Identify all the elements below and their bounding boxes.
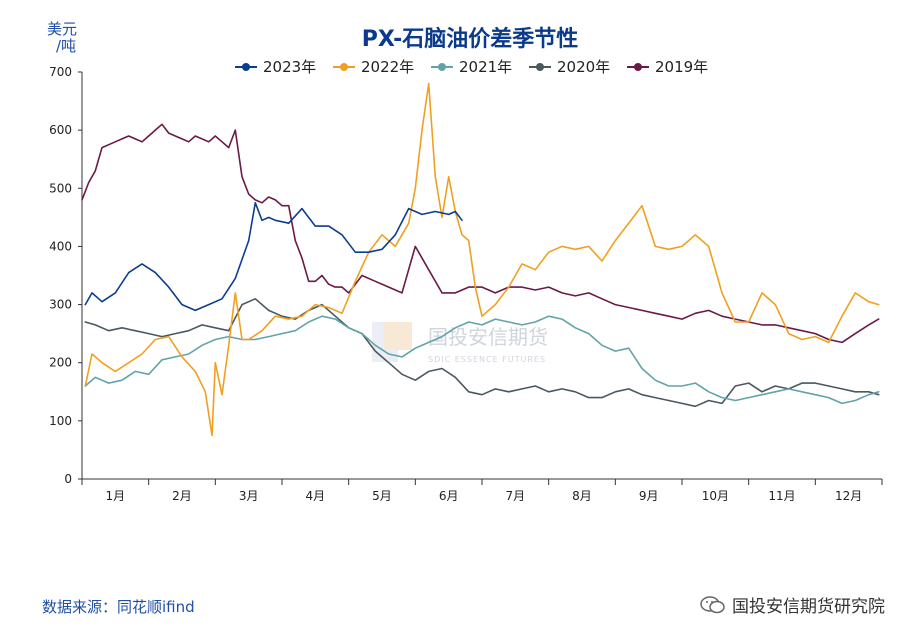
legend-label: 2021年: [459, 58, 512, 76]
x-tick-label: 8月: [572, 489, 592, 503]
unit-label-top: 美元: [47, 20, 77, 38]
wechat-icon: [700, 595, 725, 613]
x-tick-label: 6月: [439, 489, 459, 503]
series-line-2021年: [84, 315, 880, 405]
unit-label-bottom: /吨: [56, 37, 76, 55]
brand: 国投安信期货研究院: [700, 592, 885, 617]
y-tick-label: 700: [49, 65, 72, 79]
series-layer: [81, 82, 880, 437]
y-tick-label: 0: [64, 472, 72, 486]
legend-label: 2020年: [557, 58, 610, 76]
x-tick-label: 4月: [306, 489, 326, 503]
y-tick-label: 600: [49, 123, 72, 137]
legend-item: 2021年: [431, 58, 512, 76]
brand-label: 国投安信期货研究院: [732, 597, 885, 617]
y-tick-label: 500: [49, 181, 72, 195]
y-tick-label: 400: [49, 239, 72, 253]
x-tick-label: 3月: [239, 489, 259, 503]
series-line-2022年: [84, 82, 880, 437]
legend-swatch-marker: [438, 63, 446, 71]
series-line-2020年: [84, 297, 880, 408]
x-tick-label: 2月: [172, 489, 192, 503]
y-tick-label: 200: [49, 356, 72, 370]
watermark: 国投安信期货 SDIC ESSENCE FUTURES: [372, 322, 548, 364]
legend-item: 2020年: [529, 58, 610, 76]
x-tick-label: 5月: [372, 489, 392, 503]
x-axis: 1月 2月 3月 4月 5月 6月 7月 8月 9月 10月 11月 12月: [81, 478, 883, 503]
legend-item: 2023年: [235, 58, 316, 76]
legend-swatch-marker: [340, 63, 348, 71]
source-label: 数据来源：同花顺ifind: [42, 598, 195, 616]
chart-title: PX-石脑油价差季节性: [362, 26, 578, 52]
y-axis: 0 100 200 300 400 500 600 700: [49, 65, 83, 486]
legend-swatch-marker: [242, 63, 250, 71]
x-tick-label: 7月: [506, 489, 526, 503]
legend-item: 2019年: [627, 58, 708, 76]
y-tick-label: 300: [49, 298, 72, 312]
x-tick-label: 10月: [702, 489, 729, 503]
y-tick-label: 100: [49, 414, 72, 428]
legend-label: 2022年: [361, 58, 414, 76]
series-line-2023年: [84, 202, 463, 312]
legend-swatch-marker: [536, 63, 544, 71]
watermark-logo-accent: [384, 322, 412, 350]
legend-label: 2023年: [263, 58, 316, 76]
x-tick-label: 11月: [768, 489, 795, 503]
legend-item: 2022年: [333, 58, 414, 76]
legend-label: 2019年: [655, 58, 708, 76]
watermark-subtext: SDIC ESSENCE FUTURES: [428, 355, 546, 364]
x-tick-label: 12月: [835, 489, 862, 503]
legend: 2023年 2022年 2021年 2020年 2019年: [235, 58, 708, 76]
watermark-text: 国投安信期货: [428, 325, 548, 349]
legend-swatch-marker: [634, 63, 642, 71]
x-tick-label: 1月: [106, 489, 126, 503]
x-tick-label: 9月: [639, 489, 659, 503]
series-line-2019年: [81, 123, 880, 344]
